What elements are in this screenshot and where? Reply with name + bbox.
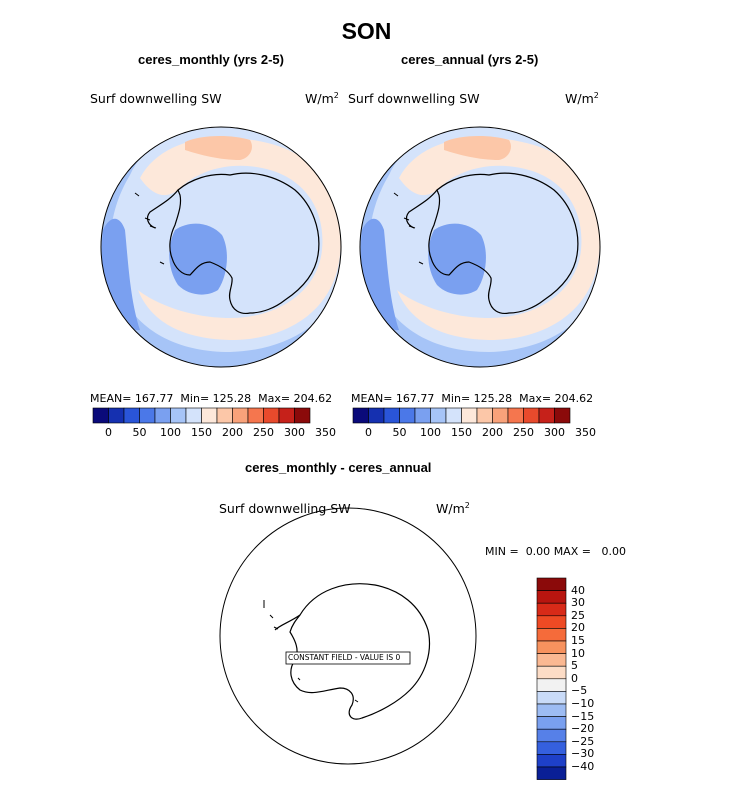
colorbar-segment [536,615,567,629]
colorbar-tick-label: −5 [571,684,588,698]
colorbar-tick-label: 5 [571,659,578,673]
map-right [359,126,601,368]
colorbar-tick-label: 0 [571,671,578,685]
colorbar-segment [368,407,385,424]
diff-units: W/m2 [436,501,470,517]
map-diff [219,507,477,765]
colorbar-tick-label: 20 [571,621,585,635]
panel-right-units: W/m2 [565,91,599,107]
colorbar-segment [247,407,264,424]
colorbar-tick-label: −40 [571,760,595,773]
colorbar-segment [154,407,171,424]
colorbar-tick-label: 10 [571,646,585,660]
colorbar-segment [536,665,567,680]
colorbar-segment [461,407,478,424]
colorbar-tick-label: 350 [575,426,596,439]
map-left [100,126,342,368]
colorbar-tick-label: 250 [253,426,274,439]
colorbar-tick-label: 0 [105,426,112,439]
colorbar-segment [538,407,555,424]
colorbar-tick-label: 30 [571,596,585,610]
colorbar-segment [507,407,524,424]
colorbar-segment [536,728,567,743]
colorbar-tick-label: −20 [571,722,595,736]
colorbar-segment [536,640,567,654]
colorbar-segment [383,407,400,424]
colorbar-segment [294,407,311,424]
colorbar-segment [139,407,156,424]
colorbar-tick-label: 25 [571,608,585,622]
colorbar-tick-label: 50 [392,426,407,439]
colorbar-tick-label: 300 [544,426,565,439]
colorbar-segment [536,766,567,780]
colorbar-segment [430,407,447,424]
colorbar-vertical [536,577,567,780]
colorbar-segment [278,407,295,424]
colorbar-right [352,407,571,424]
colorbar-tick-label: 0 [365,426,372,439]
colorbar-segment [536,716,567,730]
colorbar-segment [492,407,509,424]
colorbar-tick-label: 300 [284,426,305,439]
constant-field-box [285,651,411,665]
panel-right-variable: Surf downwelling SW [348,91,480,106]
colorbar-segment [536,653,567,667]
panel-left-units: W/m2 [305,91,339,107]
panel-left-subtitle: ceres_monthly (yrs 2-5) [138,52,284,67]
colorbar-segment [536,754,567,768]
colorbar-tick-label: −30 [571,747,595,761]
colorbar-tick-label: 40 [571,583,585,597]
colorbar-tick-label: 150 [191,426,212,439]
colorbar-tick-label: 50 [132,426,147,439]
map-left-fill [101,127,341,367]
colorbar-segment [536,691,567,705]
colorbar-segment [536,703,567,717]
colorbar-tick-label: 100 [420,426,441,439]
colorbar-tick-label: −15 [571,709,595,723]
colorbar-segment [445,407,462,424]
colorbar-segment [536,628,567,642]
colorbar-segment [232,407,249,424]
colorbar-segment [352,407,369,424]
colorbar-tick-label: 100 [160,426,181,439]
colorbar-segment [216,407,233,424]
colorbar-left [92,407,311,424]
colorbar-tick-label: −25 [571,734,595,748]
colorbar-tick-label: 200 [482,426,503,439]
colorbar-segment [536,678,567,692]
diff-minmax: MIN = 0.00 MAX = 0.00 [485,545,626,558]
colorbar-segment [123,407,140,424]
colorbar-segment [263,407,280,424]
colorbar-segment [536,577,567,591]
colorbar-segment [185,407,202,424]
colorbar-segment [170,407,187,424]
colorbar-segment [523,407,540,424]
colorbar-segment [92,407,109,424]
colorbar-tick-label: 15 [571,634,585,647]
panel-right-subtitle: ceres_annual (yrs 2-5) [401,52,539,67]
colorbar-segment [399,407,416,424]
colorbar-tick-label: 350 [315,426,336,439]
colorbar-tick-label: 250 [513,426,534,439]
map-right-fill [360,127,600,367]
diff-variable: Surf downwelling SW [219,501,351,516]
colorbar-segment [536,602,567,617]
constant-field-label: CONSTANT FIELD - VALUE IS 0 [288,653,401,662]
panel-right-stats: MEAN= 167.77 Min= 125.28 Max= 204.62 [351,392,594,405]
colorbar-segment [554,407,571,424]
colorbar-segment [414,407,431,424]
colorbar-segment [476,407,493,424]
colorbar-tick-label: 150 [451,426,472,439]
diff-subtitle: ceres_monthly - ceres_annual [245,460,432,475]
colorbar-segment [201,407,218,424]
colorbar-segment [108,407,125,424]
colorbar-tick-label: 200 [222,426,243,439]
page-title: SON [341,18,392,44]
colorbar-tick-label: −10 [571,697,595,710]
colorbar-segment [536,741,567,755]
colorbar-segment [536,590,567,604]
panel-left-stats: MEAN= 167.77 Min= 125.28 Max= 204.62 [90,392,333,405]
panel-left-variable: Surf downwelling SW [90,91,222,106]
